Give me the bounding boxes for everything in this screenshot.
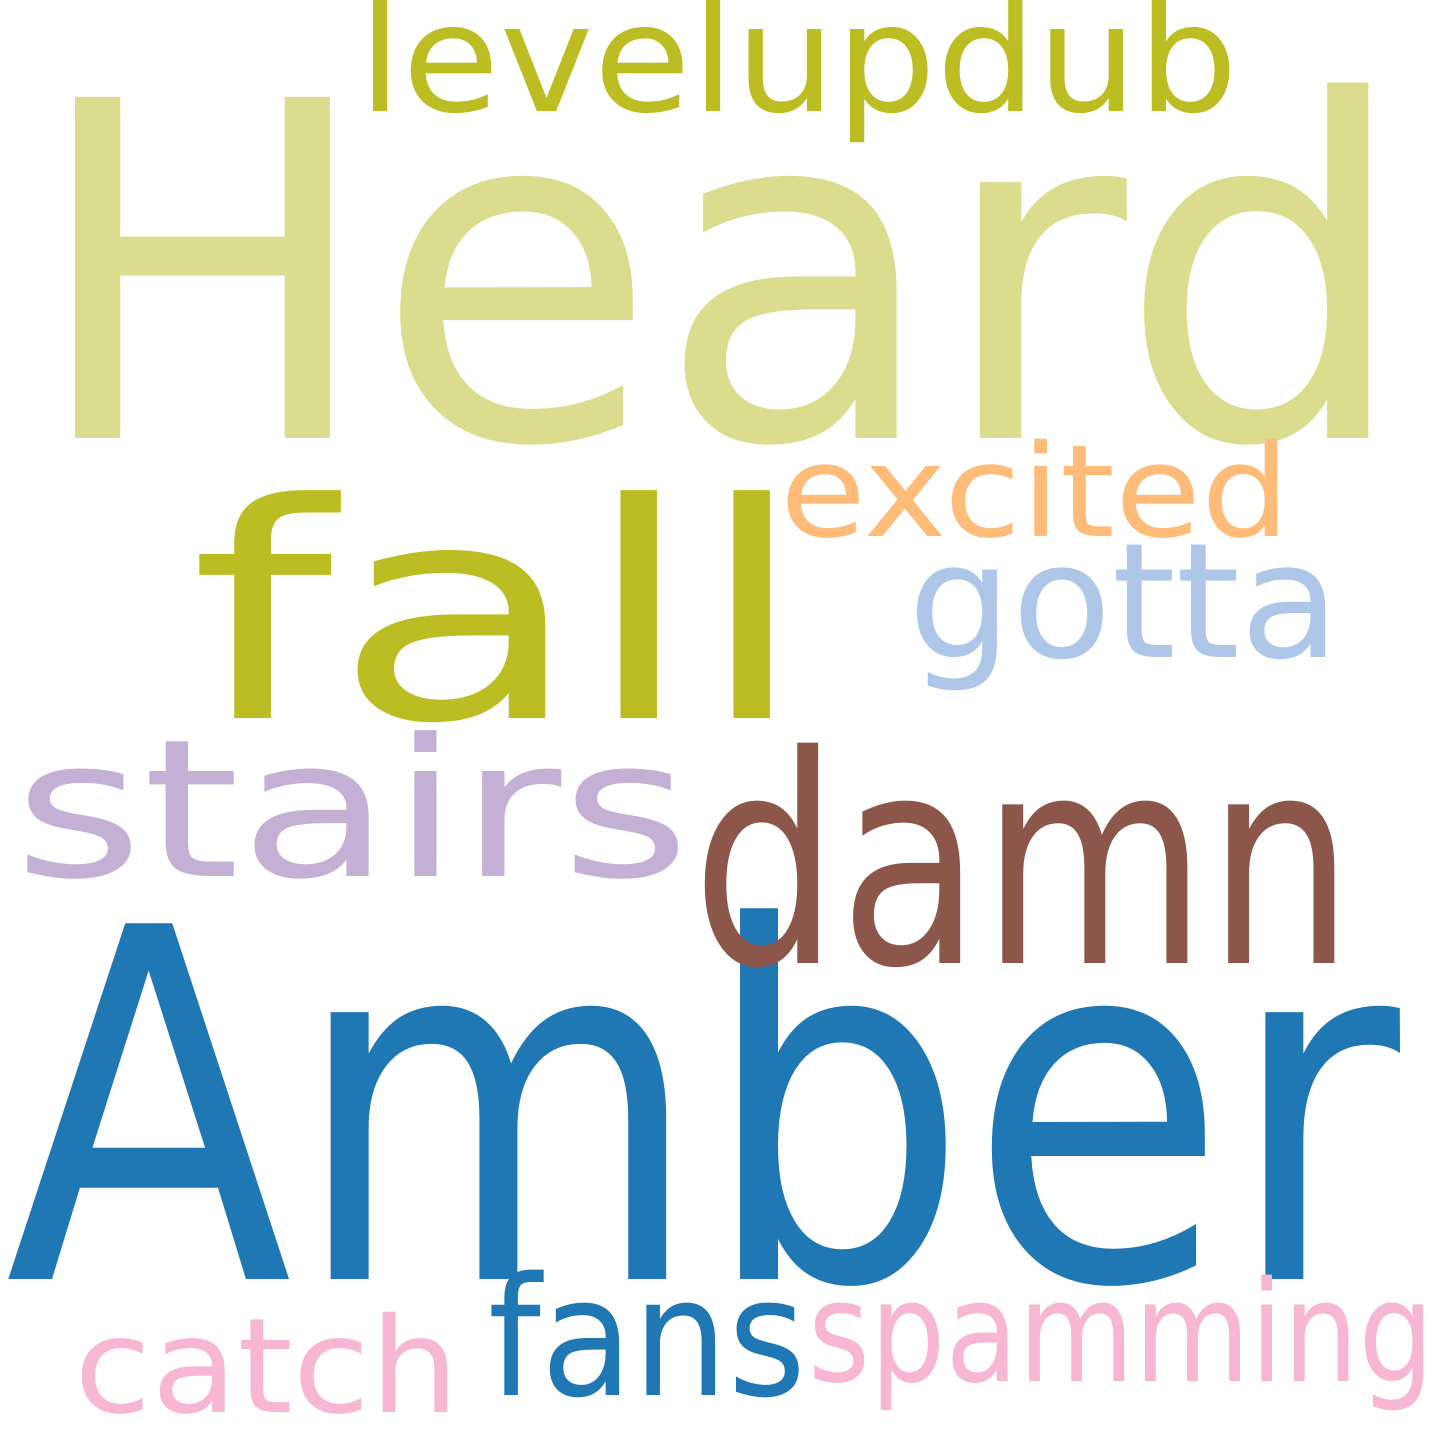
word-excited: excited — [780, 418, 1290, 567]
word-gotta: gotta — [908, 508, 1340, 695]
word-spamming: spamming — [808, 1252, 1434, 1415]
word-fall: fall — [190, 440, 808, 789]
word-amber: Amber — [5, 827, 1405, 1395]
word-levelupdub: levelupdub — [358, 0, 1238, 147]
word-fans: fans — [488, 1242, 806, 1434]
word-heard: Heard — [30, 5, 1410, 549]
word-stairs: stairs — [14, 699, 690, 922]
word-damn: damn — [692, 695, 1354, 1032]
word-catch: catch — [74, 1290, 459, 1440]
